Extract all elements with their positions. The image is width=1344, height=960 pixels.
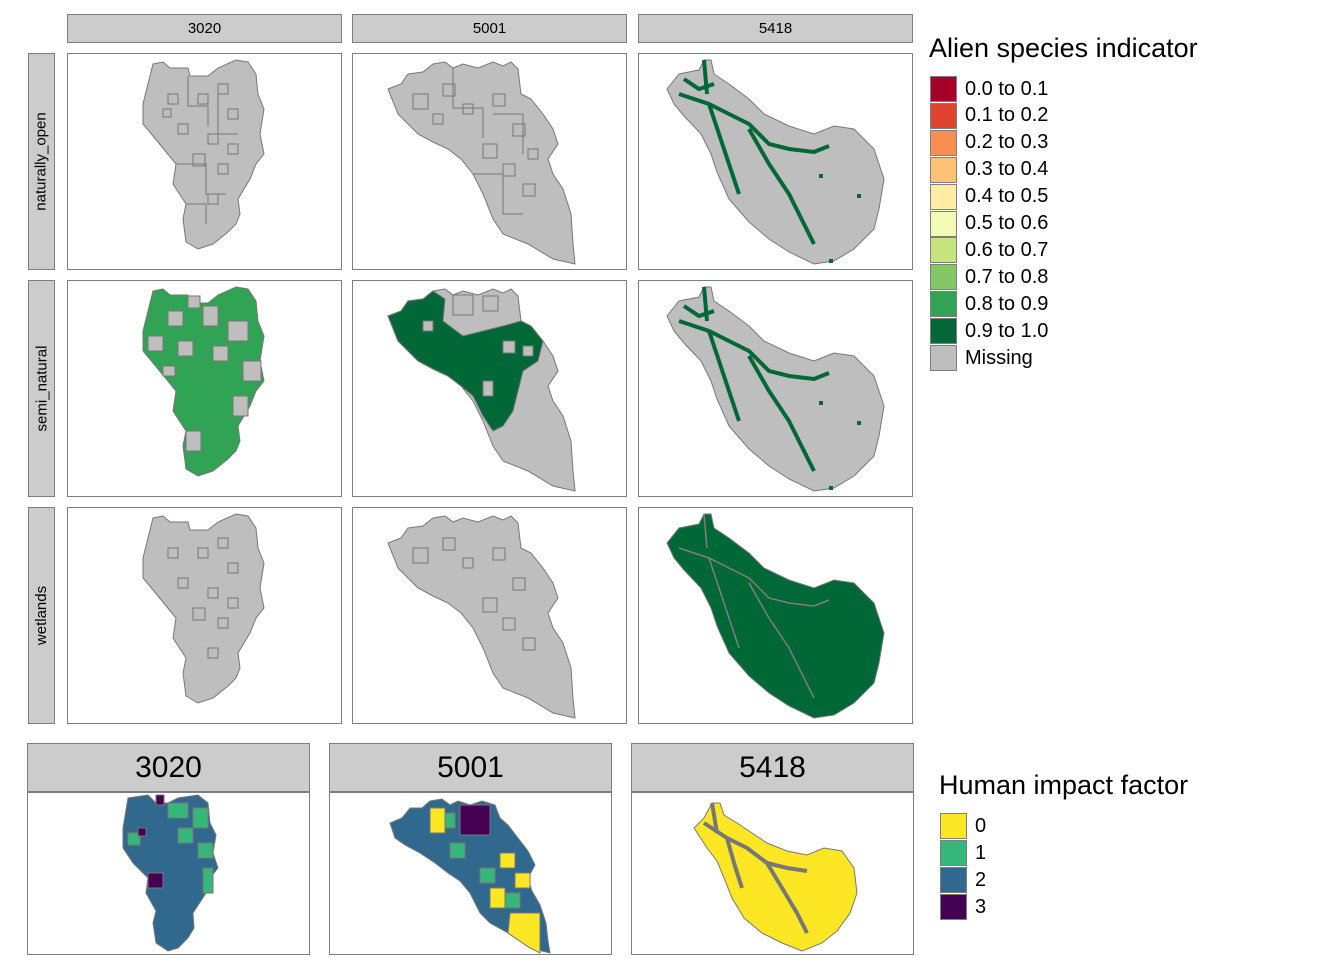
legend-alien-label: 0.4 to 0.5: [965, 185, 1049, 208]
legend-alien-swatch: [930, 129, 957, 156]
region-5001-fill: [387, 288, 576, 492]
region-5418-outline: [666, 59, 885, 265]
legend-alien-item: 0.1 to 0.2: [930, 102, 1049, 129]
legend-human-swatch: [940, 813, 967, 839]
legend-alien-label: 0.1 to 0.2: [965, 104, 1049, 127]
map-panel-naturally-open-5418: [638, 53, 913, 270]
legend-alien-swatch: [930, 318, 957, 345]
legend-alien-item: 0.8 to 0.9: [930, 291, 1049, 318]
legend-human-label: 0: [975, 814, 987, 837]
legend-alien-swatch: [930, 264, 957, 291]
legend-alien-item: 0.2 to 0.3: [930, 129, 1049, 156]
legend-alien-swatch: [930, 76, 957, 102]
region-5418-fill: [666, 513, 885, 719]
column-strip-label: 5418: [758, 20, 793, 37]
legend-alien-label: 0.8 to 0.9: [965, 292, 1049, 315]
bottom-strip-3020: 3020: [27, 743, 310, 792]
map-panel-wetlands-3020: [67, 507, 342, 724]
column-strip-5418: 5418: [638, 14, 913, 43]
map-panel-wetlands-5001: [352, 507, 627, 724]
legend-alien-item: 0.9 to 1.0: [930, 318, 1049, 345]
legend-alien-item: 0.4 to 0.5: [930, 183, 1049, 210]
legend-alien-label: 0.7 to 0.8: [965, 265, 1049, 288]
legend-human-label: 3: [975, 895, 987, 918]
row-strip-label: naturally_open: [33, 112, 51, 211]
map-panel-naturally-open-3020: [67, 53, 342, 270]
bottom-strip-5001: 5001: [329, 743, 612, 792]
impact-map-5001: [329, 792, 612, 955]
row-strip-label: semi_natural: [33, 345, 51, 432]
map-panel-semi-natural-5418: [638, 280, 913, 497]
legend-alien-swatch: [930, 183, 957, 210]
column-strip-label: 3020: [187, 20, 222, 37]
map-panel-semi-natural-5001: [352, 280, 627, 497]
column-strip-label: 5001: [472, 20, 507, 37]
legend-alien-item: 0.7 to 0.8: [930, 264, 1049, 291]
impact-map-5418: [631, 792, 914, 955]
impact-map-3020: [27, 792, 310, 955]
legend-human-label: 1: [975, 841, 987, 864]
legend-alien-item: 0.6 to 0.7: [930, 237, 1049, 264]
map-panel-naturally-open-5001: [352, 53, 627, 270]
legend-alien-swatch: [930, 345, 957, 371]
legend-alien-item: 0.3 to 0.4: [930, 156, 1049, 183]
legend-human-swatch: [940, 867, 967, 893]
legend-alien-item: 0.5 to 0.6: [930, 210, 1049, 237]
legend-human-swatch: [940, 894, 967, 920]
legend-alien-label: 0.6 to 0.7: [965, 238, 1049, 261]
region-5001-outline: [387, 61, 576, 265]
impact-region-5418: [693, 802, 858, 952]
legend-alien-label: 0.3 to 0.4: [965, 158, 1049, 181]
row-strip-label: wetlands: [33, 585, 51, 646]
legend-alien-label: Missing: [965, 346, 1033, 369]
impact-region-3020: [122, 794, 219, 952]
column-strip-3020: 3020: [67, 14, 342, 43]
legend-human-item: 1: [940, 840, 986, 866]
region-3020-outline: [142, 513, 265, 704]
impact-region-5001: [389, 798, 551, 954]
region-3020-outline: [142, 59, 265, 250]
row-strip-semi-natural: semi_natural: [28, 280, 55, 497]
legend-human-item: 0: [940, 813, 986, 839]
bottom-strip-label: 5418: [739, 750, 806, 784]
bottom-strip-5418: 5418: [631, 743, 914, 792]
legend-alien-swatch: [930, 210, 957, 237]
bottom-strip-label: 3020: [135, 750, 202, 784]
legend-alien-swatch: [930, 237, 957, 264]
legend-human-item: 2: [940, 867, 986, 893]
row-strip-wetlands: wetlands: [28, 507, 55, 724]
map-panel-semi-natural-3020: [67, 280, 342, 497]
legend-human-swatch: [940, 840, 967, 866]
row-strip-naturally-open: naturally_open: [28, 53, 55, 270]
region-3020-fill: [142, 286, 265, 477]
legend-alien-label: 0.5 to 0.6: [965, 212, 1049, 234]
legend-alien-swatch: [930, 102, 957, 129]
map-panel-wetlands-5418: [638, 507, 913, 724]
column-strip-5001: 5001: [352, 14, 627, 43]
legend-alien-label: 0.0 to 0.1: [965, 77, 1049, 100]
legend-alien-label: 0.2 to 0.3: [965, 131, 1049, 154]
legend-alien-label: 0.9 to 1.0: [965, 319, 1049, 342]
legend-alien-swatch: [930, 291, 957, 318]
legend-alien-item: 0.0 to 0.1: [930, 76, 1048, 102]
bottom-strip-label: 5001: [437, 750, 504, 784]
legend-human-label: 2: [975, 868, 987, 891]
legend-human-title: Human impact factor: [939, 770, 1189, 800]
region-5418-outline: [666, 286, 885, 492]
legend-alien-item: Missing: [930, 345, 1033, 371]
legend-alien-title: Alien species indicator: [929, 33, 1198, 63]
legend-human-item: 3: [940, 894, 986, 920]
region-5001-outline: [387, 515, 576, 719]
legend-alien-swatch: [930, 156, 957, 183]
